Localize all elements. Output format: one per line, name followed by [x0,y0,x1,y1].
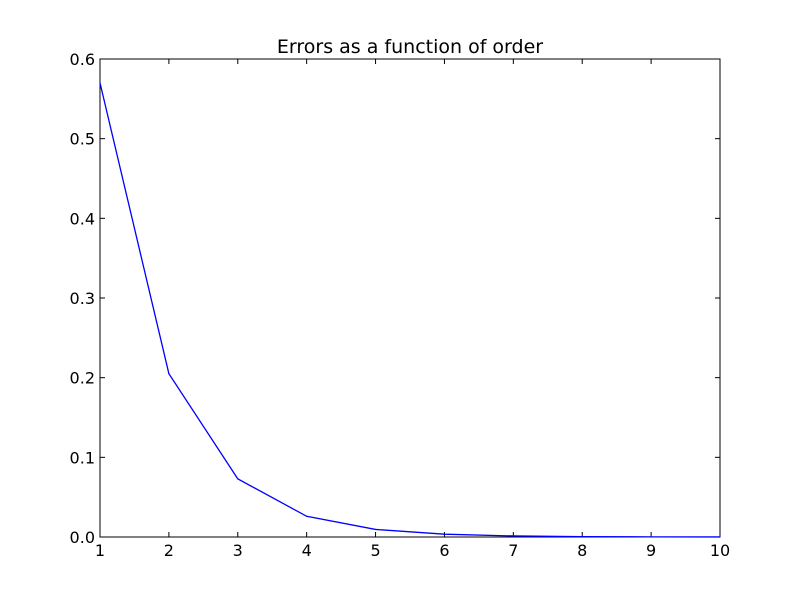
y-tick-label: 0.3 [70,289,95,308]
data-point [168,373,170,375]
plot-area-frame [99,58,721,538]
chart-title: Errors as a function of order [277,36,543,58]
x-tick-label: 6 [439,541,449,560]
data-point [374,528,377,531]
data-point [650,536,652,538]
y-tick-label: 0.6 [70,50,95,69]
data-point [443,533,446,535]
x-tick-label: 7 [508,541,518,560]
y-tick-label: 0.1 [70,448,95,467]
x-tick-label: 2 [164,541,174,560]
data-point [99,82,101,84]
x-tick-label: 4 [302,541,312,560]
y-tick-label: 0.4 [70,209,95,228]
data-point [306,515,308,517]
y-tick-label: 0.0 [70,528,95,547]
x-tick-labels: 1 2 3 4 5 6 7 8 9 10 [95,541,730,560]
data-point [237,478,239,480]
x-tick-label: 8 [577,541,587,560]
series-line [99,82,721,538]
x-tick-label: 9 [646,541,656,560]
axis-ticks [99,58,721,538]
x-tick-label: 10 [710,541,730,560]
data-point [512,535,514,537]
data-point [581,536,583,538]
x-tick-label: 3 [233,541,243,560]
x-tick-label: 5 [370,541,380,560]
y-tick-label: 0.5 [70,130,95,149]
y-tick-label: 0.2 [70,369,95,388]
series-group [99,82,721,538]
y-tick-labels: 0.0 0.1 0.2 0.3 0.4 0.5 0.6 [70,50,95,547]
data-point [719,536,721,538]
x-tick-label: 1 [95,541,105,560]
